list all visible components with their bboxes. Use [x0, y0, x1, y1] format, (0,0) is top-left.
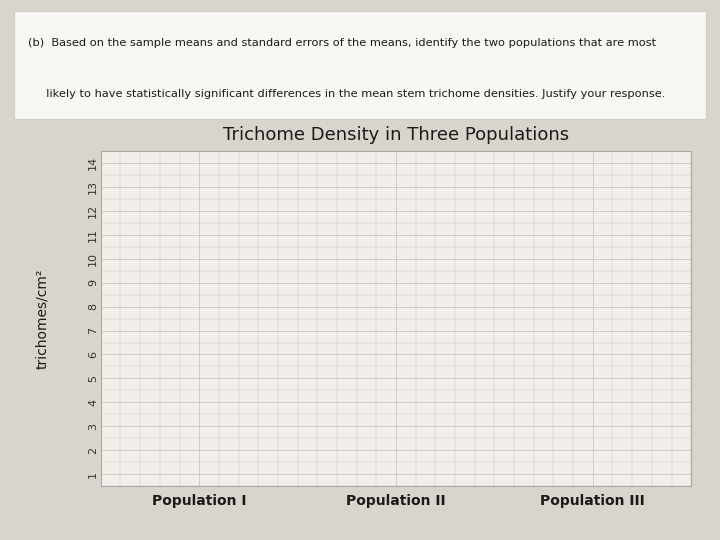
FancyBboxPatch shape	[14, 11, 706, 119]
Text: (b)  Based on the sample means and standard errors of the means, identify the tw: (b) Based on the sample means and standa…	[28, 38, 657, 48]
Y-axis label: trichomes/cm²: trichomes/cm²	[35, 268, 49, 369]
Title: Trichome Density in Three Populations: Trichome Density in Three Populations	[223, 126, 569, 144]
Text: likely to have statistically significant differences in the mean stem trichome d: likely to have statistically significant…	[28, 89, 665, 99]
